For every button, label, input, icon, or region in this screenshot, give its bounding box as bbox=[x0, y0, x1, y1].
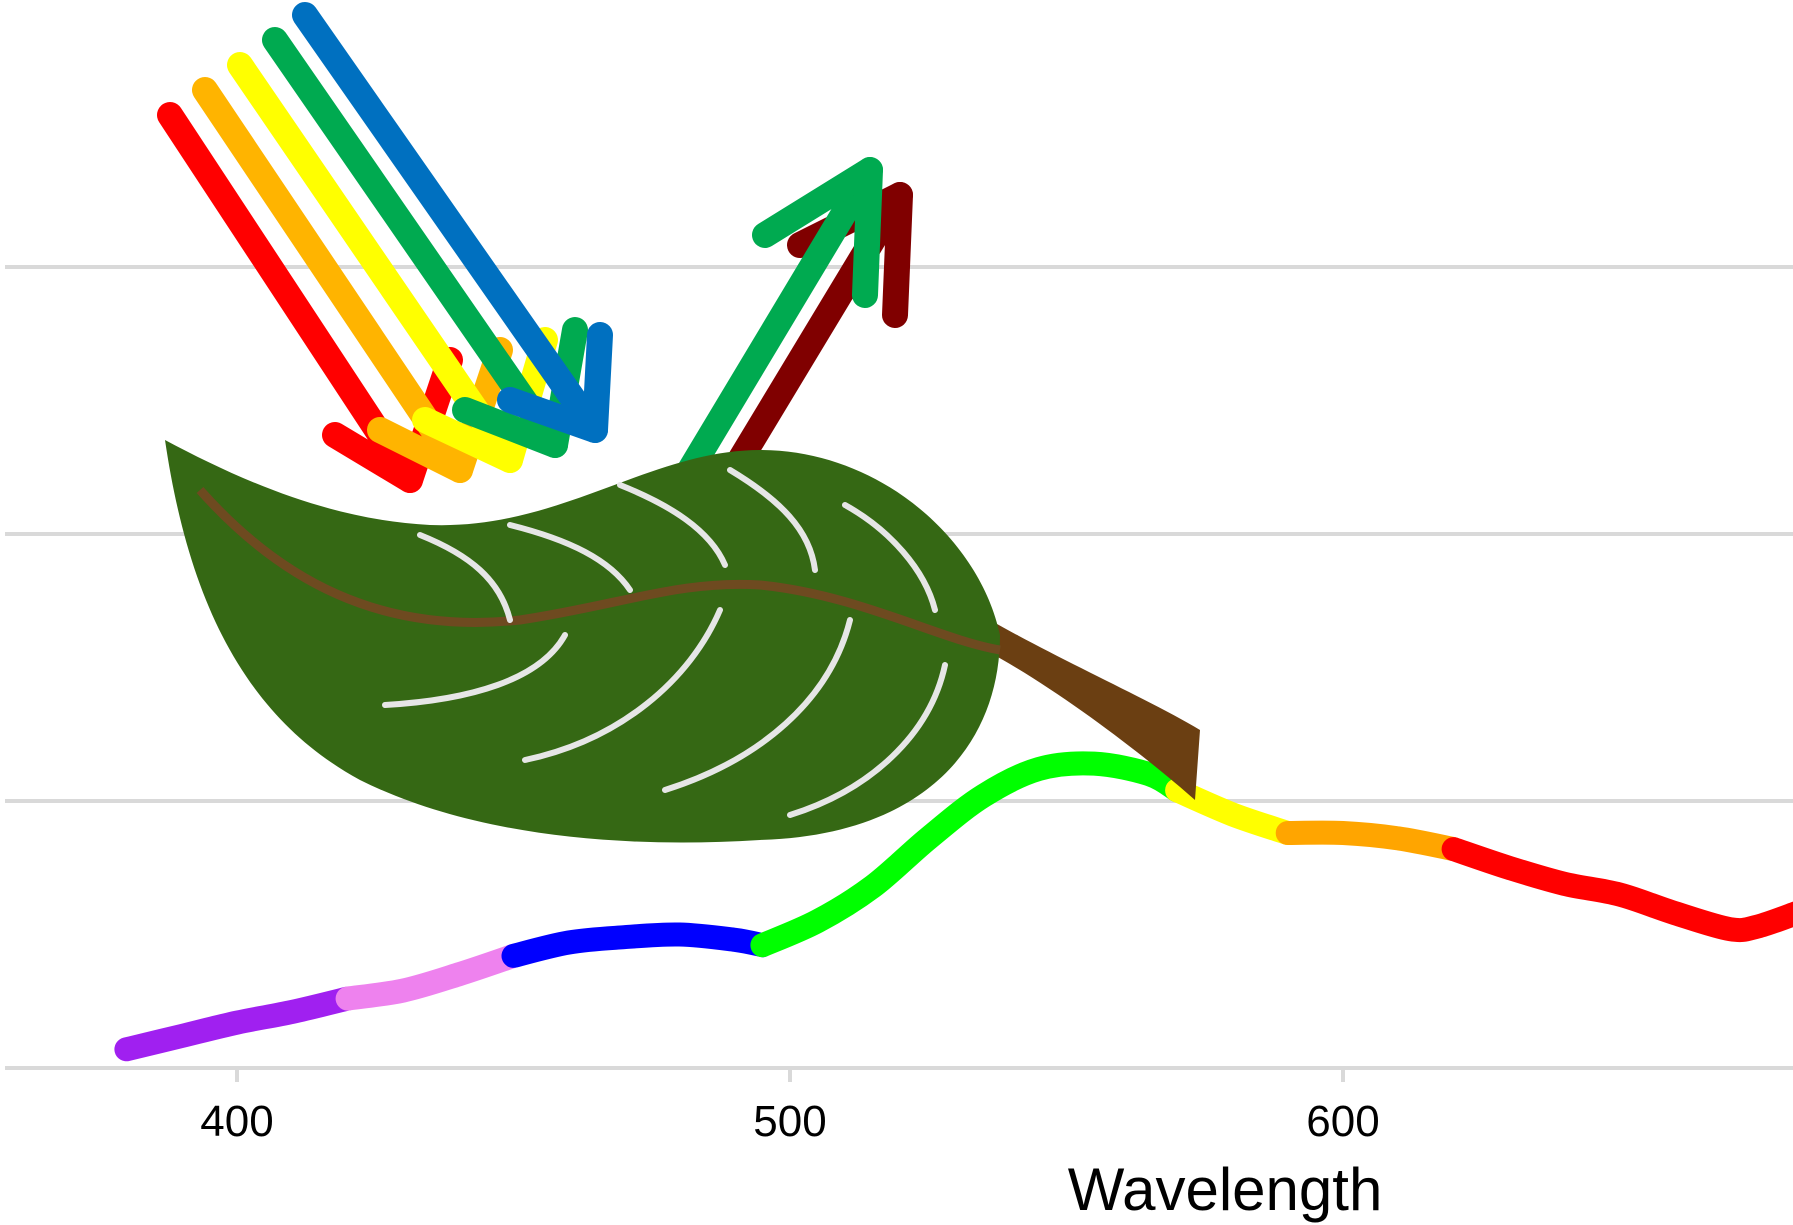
incoming-ray-green bbox=[262, 27, 588, 458]
leaf-vein bbox=[382, 632, 568, 708]
incoming-ray-yellow bbox=[227, 52, 558, 473]
series-segment-blue bbox=[501, 922, 775, 968]
leaf-stem bbox=[985, 620, 1200, 800]
reflected-light-rays bbox=[677, 157, 913, 483]
ray-green-head bbox=[452, 317, 588, 458]
ray-green-shaft bbox=[262, 27, 568, 458]
ray-yellow-shaft bbox=[227, 52, 523, 473]
leaf-light-illustration bbox=[157, 2, 1200, 843]
ray-orange-shaft bbox=[192, 77, 473, 483]
x-tick-label: 600 bbox=[1306, 1097, 1379, 1146]
incoming-light-rays bbox=[157, 2, 613, 493]
leaf-vein bbox=[522, 607, 723, 763]
leaf-vein bbox=[787, 662, 948, 818]
ray-blue-shaft bbox=[292, 2, 608, 443]
series-segment-violet bbox=[114, 986, 360, 1062]
leaf-vein bbox=[842, 502, 938, 613]
ray-yellow-head bbox=[412, 327, 558, 473]
series-segment-red bbox=[1441, 837, 1793, 943]
x-tick-label: 500 bbox=[753, 1097, 826, 1146]
x-axis: 400 500 600 Wavelength bbox=[200, 1070, 1382, 1223]
leaf bbox=[165, 440, 1200, 843]
series-segment-yellow bbox=[1165, 778, 1300, 845]
leaf-vein bbox=[417, 532, 513, 623]
incoming-ray-red bbox=[157, 102, 463, 493]
ray-red-shaft bbox=[157, 102, 423, 493]
incoming-ray-orange bbox=[192, 77, 513, 483]
ray-blue-head bbox=[497, 322, 613, 443]
leaf-vein bbox=[617, 482, 728, 568]
series-segment-green bbox=[750, 751, 1190, 958]
leaf-vein bbox=[507, 522, 633, 593]
leaf-vein bbox=[662, 617, 853, 793]
reflected-ray-green bbox=[677, 157, 883, 483]
reflectance-curve bbox=[114, 751, 1793, 1062]
leaf-veins bbox=[382, 467, 948, 818]
incoming-ray-blue bbox=[292, 2, 613, 443]
series-segment-orange bbox=[1275, 820, 1466, 862]
series-segment-pink bbox=[335, 943, 526, 1011]
reflected-green-shaft bbox=[677, 157, 883, 483]
ray-red-head bbox=[322, 347, 463, 493]
ray-orange-head bbox=[367, 337, 513, 483]
x-axis-title: Wavelength bbox=[1068, 1156, 1383, 1223]
leaf-midrib bbox=[196, 487, 1001, 655]
leaf-vein bbox=[727, 467, 818, 573]
leaf-blade bbox=[165, 440, 1000, 843]
reflected-green-head bbox=[752, 157, 883, 308]
x-tick-label: 400 bbox=[200, 1097, 273, 1146]
